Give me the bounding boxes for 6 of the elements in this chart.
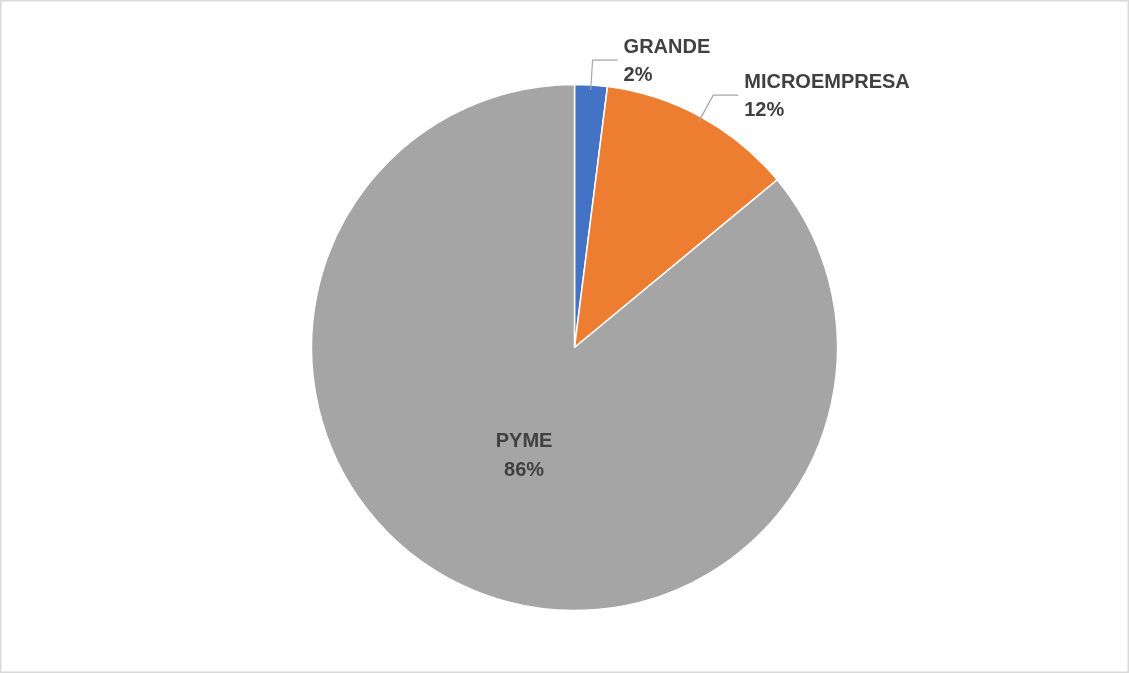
- slice-label: GRANDE: [623, 34, 711, 57]
- data-label: 86%: [504, 457, 545, 480]
- slice-label: MICROEMPRESA: [744, 69, 910, 92]
- slice-label: PYME: [495, 429, 553, 452]
- data-label: 2%: [623, 63, 653, 86]
- data-label: 12%: [744, 98, 785, 121]
